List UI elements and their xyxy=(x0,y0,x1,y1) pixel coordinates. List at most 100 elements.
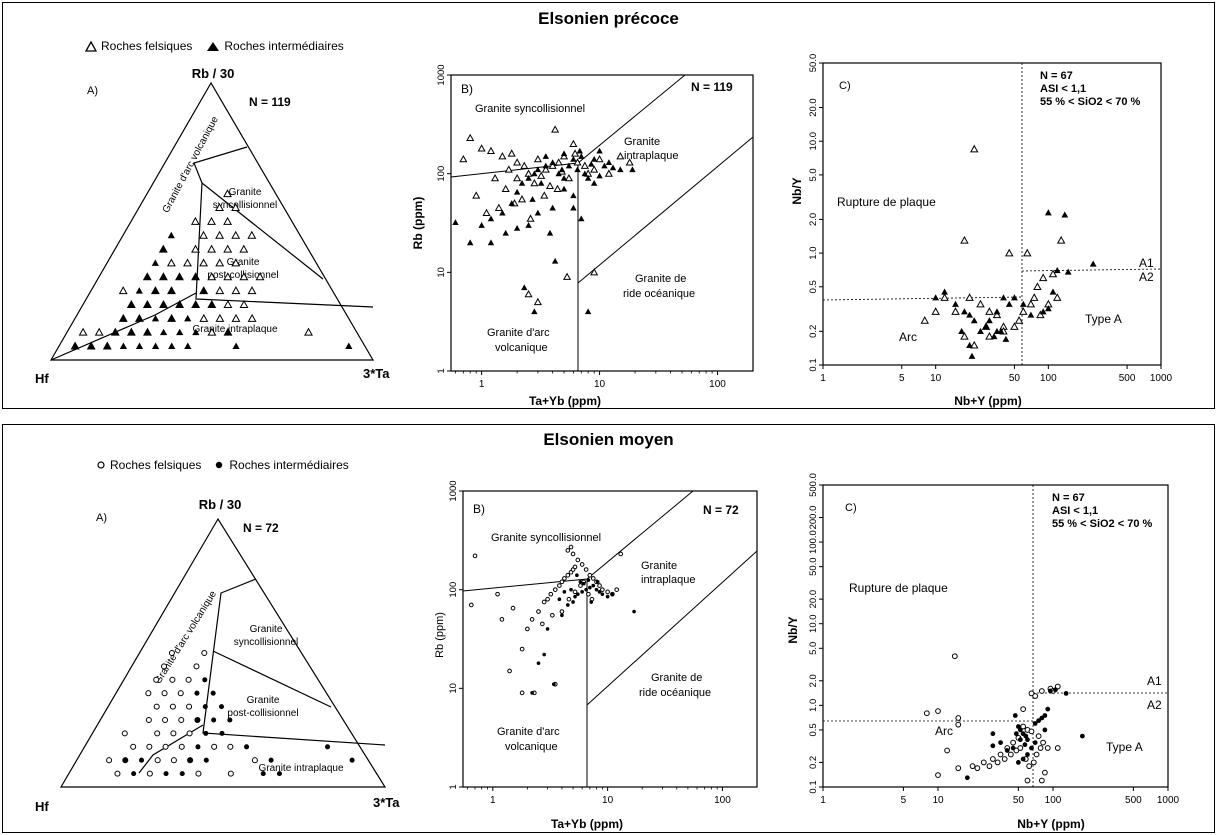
sio2-note: 55 % < SiO2 < 70 % xyxy=(1040,96,1141,108)
y-tick-label: 200.0 xyxy=(808,506,819,530)
data-point xyxy=(218,704,225,710)
sample-count: N = 72 xyxy=(243,521,279,535)
data-point xyxy=(555,170,562,177)
data-point xyxy=(986,763,993,770)
field-label: Granite xyxy=(227,257,260,268)
data-point xyxy=(558,166,566,173)
data-point xyxy=(594,587,599,592)
x-tick-label: 100 xyxy=(1045,795,1062,806)
field-label: Granite xyxy=(624,136,660,148)
data-point xyxy=(597,583,602,588)
data-point xyxy=(224,328,232,336)
data-point xyxy=(1013,747,1020,754)
data-point xyxy=(502,229,509,236)
ternary-points xyxy=(70,189,353,350)
data-point xyxy=(1017,727,1023,733)
data-point xyxy=(507,149,516,157)
data-point xyxy=(541,599,547,605)
data-point xyxy=(184,314,192,322)
field-label: ride océanique xyxy=(623,288,695,300)
x-tick-label: 500 xyxy=(1119,373,1136,384)
data-point xyxy=(161,690,168,697)
data-point xyxy=(151,287,159,294)
data-point xyxy=(71,342,79,350)
data-point xyxy=(531,308,538,315)
data-point xyxy=(1048,688,1053,694)
field-label: Granite xyxy=(229,187,262,198)
data-point xyxy=(1033,751,1040,758)
data-point xyxy=(1026,299,1036,308)
data-point xyxy=(964,775,970,781)
data-point xyxy=(215,203,224,212)
data-point xyxy=(1042,769,1048,776)
data-point xyxy=(525,222,532,228)
data-point xyxy=(207,272,217,281)
data-point xyxy=(1039,308,1047,315)
data-point xyxy=(1035,733,1042,739)
data-point xyxy=(504,165,513,173)
data-point xyxy=(576,147,584,154)
field-label: Rupture de plaque xyxy=(849,581,948,595)
data-point xyxy=(194,690,200,696)
diagram-tag: C) xyxy=(845,502,857,514)
data-point xyxy=(207,244,217,253)
data-point xyxy=(135,342,144,350)
sample-count: N = 67 xyxy=(1040,70,1073,82)
data-point xyxy=(566,596,572,602)
data-point xyxy=(159,301,168,308)
data-point xyxy=(955,715,962,721)
data-point xyxy=(569,139,578,148)
data-point xyxy=(487,215,495,222)
field-label: Granite intraplaque xyxy=(192,324,277,335)
x-tick-label: 10 xyxy=(930,373,942,384)
data-point xyxy=(178,743,185,750)
data-point xyxy=(571,149,580,157)
data-point xyxy=(565,548,571,553)
data-point xyxy=(545,181,555,190)
data-point xyxy=(618,551,624,557)
data-point xyxy=(179,771,185,777)
data-point xyxy=(1053,293,1062,301)
data-point xyxy=(537,180,545,186)
data-point xyxy=(168,314,176,322)
y-tick-label: 100 xyxy=(448,582,459,598)
data-point xyxy=(573,158,582,166)
data-point xyxy=(584,587,588,592)
field-label: Granite de xyxy=(651,672,702,684)
data-point xyxy=(260,771,266,777)
asi-note: ASI < 1,1 xyxy=(1040,83,1086,95)
data-point xyxy=(569,587,573,592)
data-point xyxy=(1042,727,1048,733)
data-point xyxy=(345,342,353,350)
data-point xyxy=(575,573,579,578)
data-point xyxy=(578,215,585,222)
data-point xyxy=(146,743,153,750)
data-point xyxy=(960,235,969,244)
data-point xyxy=(239,244,249,253)
data-point xyxy=(562,272,572,280)
circle-filled-icon xyxy=(216,461,223,469)
data-point xyxy=(969,340,979,349)
data-point xyxy=(227,717,233,723)
y-tick-label: 10.0 xyxy=(808,132,819,151)
data-point xyxy=(162,716,169,724)
x-tick-label: 5 xyxy=(899,373,905,384)
plot-frame xyxy=(450,74,754,372)
plot-frame xyxy=(822,484,1169,788)
data-point xyxy=(596,172,603,179)
data-point xyxy=(600,592,605,597)
data-point xyxy=(542,153,549,159)
data-point xyxy=(534,166,542,173)
y-tick-label: 20.0 xyxy=(808,590,819,609)
data-point xyxy=(178,716,185,724)
data-point xyxy=(560,150,568,157)
data-point xyxy=(1089,260,1097,267)
data-point xyxy=(976,299,985,308)
data-point xyxy=(232,342,240,350)
data-point xyxy=(469,602,474,608)
ternary-frame xyxy=(59,517,387,788)
data-point xyxy=(154,730,161,737)
data-point xyxy=(1017,745,1024,751)
data-point xyxy=(1038,273,1048,282)
data-point xyxy=(530,691,534,695)
